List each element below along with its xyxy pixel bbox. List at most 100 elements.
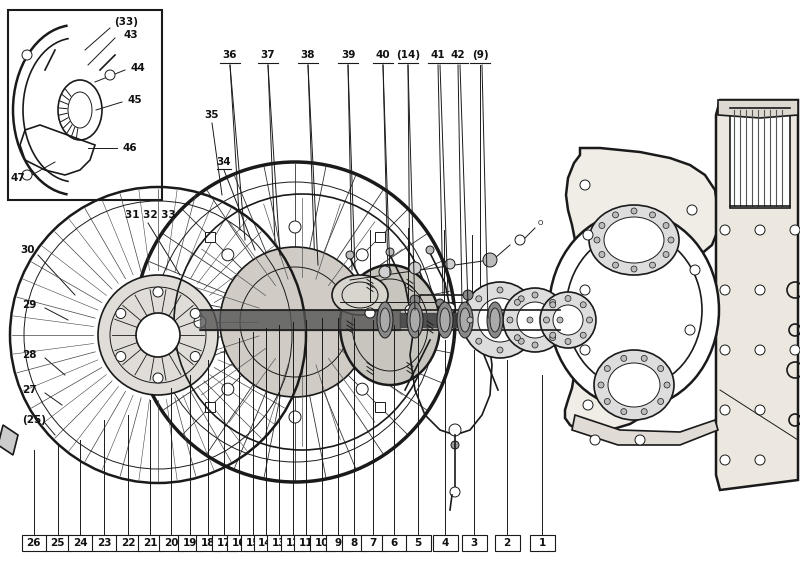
Bar: [382, 535, 406, 551]
Text: 29: 29: [22, 300, 36, 310]
Text: 1: 1: [538, 538, 546, 548]
Bar: [326, 535, 350, 551]
Text: 9: 9: [334, 538, 341, 548]
Circle shape: [720, 285, 730, 295]
Text: 38: 38: [301, 50, 315, 60]
Circle shape: [289, 411, 301, 423]
Ellipse shape: [549, 212, 719, 408]
Ellipse shape: [490, 308, 500, 332]
Circle shape: [755, 345, 765, 355]
Circle shape: [476, 296, 482, 302]
Circle shape: [580, 285, 590, 295]
Circle shape: [580, 332, 586, 338]
Circle shape: [755, 455, 765, 465]
Circle shape: [580, 302, 586, 308]
Circle shape: [116, 308, 126, 319]
Bar: [116, 535, 141, 551]
Circle shape: [356, 383, 368, 395]
Text: 41: 41: [430, 50, 446, 60]
Text: 24: 24: [73, 538, 87, 548]
Bar: [730, 108, 790, 208]
Circle shape: [467, 317, 473, 323]
Ellipse shape: [332, 275, 388, 315]
Text: 22: 22: [121, 538, 135, 548]
Circle shape: [436, 299, 444, 307]
Polygon shape: [562, 148, 718, 432]
Bar: [68, 535, 93, 551]
Text: 28: 28: [22, 350, 37, 360]
Circle shape: [658, 366, 664, 371]
Circle shape: [445, 303, 455, 313]
Bar: [46, 535, 70, 551]
Bar: [462, 535, 487, 551]
Text: O: O: [538, 220, 542, 226]
Polygon shape: [718, 100, 798, 118]
Text: 26: 26: [26, 538, 41, 548]
Ellipse shape: [407, 302, 423, 338]
Bar: [227, 535, 252, 551]
Text: 6: 6: [390, 538, 398, 548]
Ellipse shape: [589, 205, 679, 275]
Circle shape: [664, 382, 670, 388]
Ellipse shape: [377, 302, 393, 338]
Bar: [267, 535, 292, 551]
Ellipse shape: [457, 302, 473, 338]
Ellipse shape: [540, 292, 596, 348]
Circle shape: [604, 366, 610, 371]
Ellipse shape: [98, 275, 218, 395]
Circle shape: [685, 325, 695, 335]
Circle shape: [449, 424, 461, 436]
Text: 39: 39: [341, 50, 355, 60]
Text: 4: 4: [441, 538, 449, 548]
Circle shape: [720, 455, 730, 465]
Text: 31 32 33: 31 32 33: [125, 210, 175, 220]
Circle shape: [532, 292, 538, 298]
Circle shape: [116, 351, 126, 362]
Circle shape: [507, 317, 513, 323]
Ellipse shape: [340, 265, 440, 385]
Circle shape: [550, 332, 556, 338]
Bar: [241, 535, 266, 551]
Text: 27: 27: [22, 385, 37, 395]
Text: 8: 8: [350, 538, 358, 548]
Circle shape: [384, 316, 396, 328]
Circle shape: [445, 259, 455, 269]
Text: 43: 43: [124, 30, 138, 40]
Text: 19: 19: [183, 538, 198, 548]
Circle shape: [755, 225, 765, 235]
Circle shape: [668, 237, 674, 243]
Circle shape: [497, 347, 503, 353]
Circle shape: [550, 302, 556, 308]
Circle shape: [580, 180, 590, 190]
Circle shape: [621, 409, 627, 415]
Ellipse shape: [478, 298, 522, 342]
Text: 45: 45: [128, 95, 142, 105]
Circle shape: [222, 249, 234, 261]
Ellipse shape: [608, 363, 660, 407]
Circle shape: [463, 290, 473, 300]
Text: 14: 14: [258, 538, 273, 548]
Circle shape: [483, 253, 497, 267]
Circle shape: [613, 212, 618, 218]
Text: (25): (25): [22, 415, 46, 425]
Bar: [178, 535, 203, 551]
Circle shape: [598, 382, 604, 388]
Bar: [205, 232, 215, 242]
Text: 16: 16: [232, 538, 246, 548]
Circle shape: [356, 249, 368, 261]
Bar: [281, 535, 306, 551]
Circle shape: [790, 225, 800, 235]
Text: 36: 36: [222, 50, 238, 60]
Circle shape: [720, 225, 730, 235]
Circle shape: [583, 230, 593, 240]
Circle shape: [194, 316, 206, 328]
Bar: [375, 402, 385, 412]
Polygon shape: [716, 100, 798, 490]
Circle shape: [641, 355, 647, 361]
Text: 2: 2: [503, 538, 511, 548]
Circle shape: [409, 262, 421, 274]
Circle shape: [599, 251, 605, 258]
Text: 44: 44: [130, 63, 146, 73]
Text: 7: 7: [369, 538, 377, 548]
Circle shape: [641, 409, 647, 415]
